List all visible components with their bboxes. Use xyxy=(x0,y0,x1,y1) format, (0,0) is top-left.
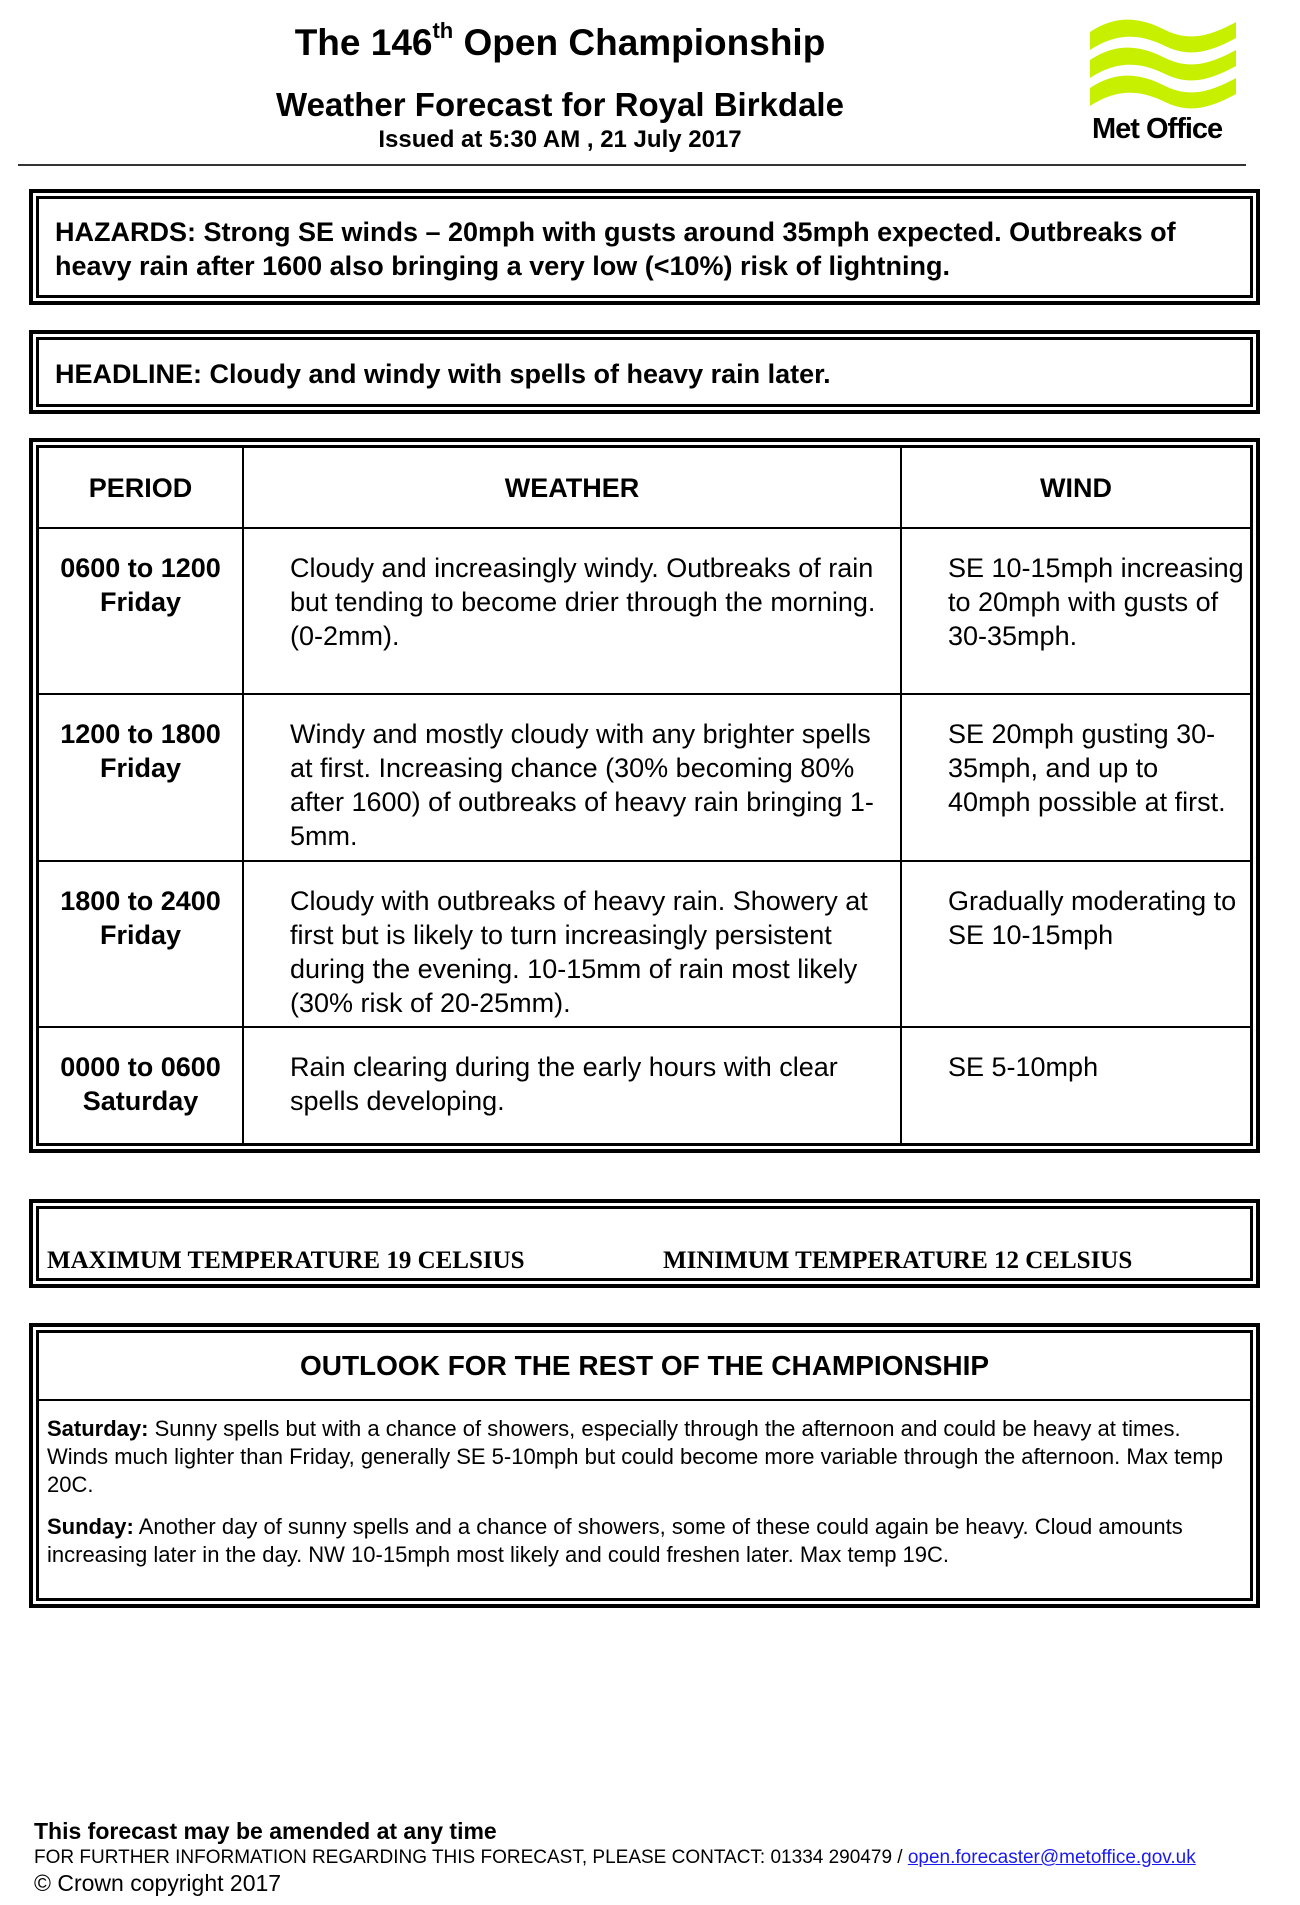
wave-logo-icon xyxy=(1090,19,1236,109)
table-row: 1200 to 1800 Friday Windy and mostly clou… xyxy=(39,693,1250,862)
page-title: The 146th Open Championship xyxy=(294,18,826,63)
header-divider xyxy=(18,164,1246,166)
period-cell: 1200 to 1800 Friday xyxy=(39,693,244,862)
temperature-box: MAXIMUM TEMPERATURE 19 CELSIUS MINIMUM T… xyxy=(29,1199,1260,1288)
page-subtitle: Weather Forecast for Royal Birkdale xyxy=(276,86,844,123)
contact-info: FOR FURTHER INFORMATION REGARDING THIS F… xyxy=(34,1847,1196,1868)
hazards-box: HAZARDS: Strong SE winds – 20mph with gu… xyxy=(29,189,1260,305)
weather-cell: Windy and mostly cloudy with any brighte… xyxy=(242,693,902,862)
table-header-row: PERIOD WEATHER WIND xyxy=(39,448,1250,529)
headline-text: HEADLINE: Cloudy and windy with spells o… xyxy=(55,359,831,389)
period-cell: 0000 to 0600 Saturday xyxy=(39,1026,244,1143)
issued-time: Issued at 5:30 AM , 21 July 2017 xyxy=(378,126,742,153)
contact-email-link[interactable]: open.forecaster@metoffice.gov.uk xyxy=(907,1847,1196,1868)
weather-cell: Cloudy with outbreaks of heavy rain. Sho… xyxy=(242,860,902,1028)
outlook-box: OUTLOOK FOR THE REST OF THE CHAMPIONSHIP… xyxy=(29,1323,1260,1608)
weather-cell: Rain clearing during the early hours wit… xyxy=(242,1026,902,1143)
table-row: 1800 to 2400 Friday Cloudy with outbreaks… xyxy=(39,860,1250,1028)
period-cell: 0600 to 1200 Friday xyxy=(39,527,244,695)
max-temperature: MAXIMUM TEMPERATURE 19 CELSIUS xyxy=(47,1247,525,1274)
wind-cell: Gradually moderating to SE 10-15mph xyxy=(900,860,1250,1028)
period-cell: 1800 to 2400 Friday xyxy=(39,860,244,1028)
wind-cell: SE 20mph gusting 30-35mph, and up to 40m… xyxy=(900,693,1250,862)
headline-box: HEADLINE: Cloudy and windy with spells o… xyxy=(29,330,1260,414)
wind-cell: SE 10-15mph increasing to 20mph with gus… xyxy=(900,527,1250,695)
copyright: © Crown copyright 2017 xyxy=(34,1870,282,1896)
column-header-period: PERIOD xyxy=(39,448,244,529)
logo-text: Met Office xyxy=(1092,113,1223,145)
wind-cell: SE 5-10mph xyxy=(900,1026,1250,1143)
column-header-wind: WIND xyxy=(900,448,1250,529)
outlook-saturday: Saturday: Sunny spells but with a chance… xyxy=(47,1416,1223,1497)
amend-notice: This forecast may be amended at any time xyxy=(34,1818,497,1844)
table-row: 0000 to 0600 Saturday Rain clearing durin… xyxy=(39,1026,1250,1143)
min-temperature: MINIMUM TEMPERATURE 12 CELSIUS xyxy=(663,1247,1133,1274)
forecast-table: PERIOD WEATHER WIND 0600 to 1200 Friday C… xyxy=(39,448,1250,1143)
hazards-text: HAZARDS: Strong SE winds – 20mph with gu… xyxy=(55,217,1176,281)
weather-cell: Cloudy and increasingly windy. Outbreaks… xyxy=(242,527,902,695)
met-office-logo: Met Office xyxy=(1090,16,1236,146)
forecast-table-box: PERIOD WEATHER WIND 0600 to 1200 Friday C… xyxy=(29,438,1260,1153)
outlook-heading: OUTLOOK FOR THE REST OF THE CHAMPIONSHIP xyxy=(39,1333,1250,1401)
table-row: 0600 to 1200 Friday Cloudy and increasing… xyxy=(39,527,1250,695)
outlook-sunday: Sunday: Another day of sunny spells and … xyxy=(47,1514,1183,1567)
column-header-weather: WEATHER xyxy=(242,448,902,529)
